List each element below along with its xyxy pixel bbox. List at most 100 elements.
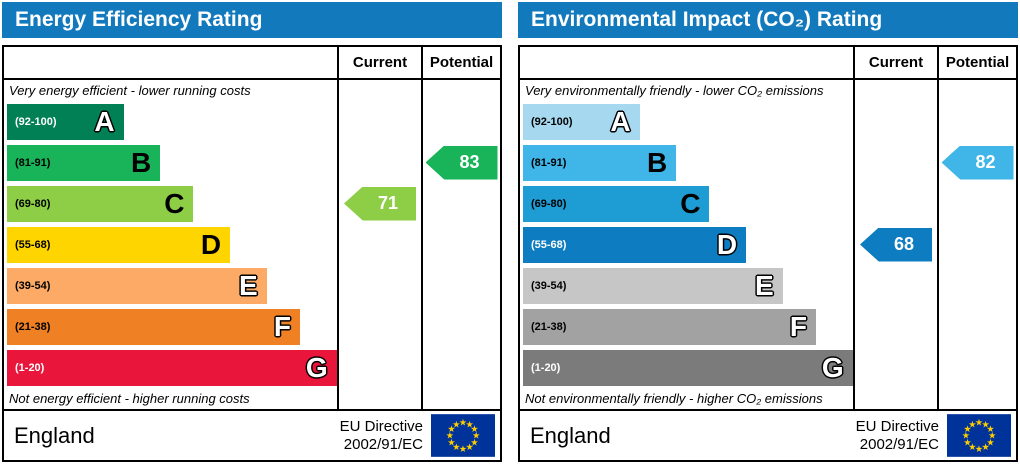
potential-column-cell-g — [937, 347, 1016, 388]
band-letter-e: E — [755, 269, 774, 301]
band-bar-f: (21-38) F — [523, 308, 817, 345]
band-letter-a: A — [610, 105, 631, 137]
current-column-cell-d — [337, 224, 421, 265]
potential-column-cell-b: 82 — [937, 142, 1016, 183]
current-rating-arrow: 68 — [860, 227, 932, 262]
band-range-label-d: (55-68) — [531, 238, 567, 251]
rating-table: Current Potential Very energy efficient … — [2, 45, 502, 462]
eu-flag-star: ★ — [963, 438, 971, 448]
current-rating-value: 71 — [377, 193, 399, 213]
current-column-cell-f — [853, 306, 937, 347]
current-column-cell-e — [853, 265, 937, 306]
current-column-cell-c: 71 — [337, 183, 421, 224]
potential-column-cell-e — [937, 265, 1016, 306]
band-row-c: (69-80) C — [520, 183, 1016, 224]
potential-column-cell-a — [937, 101, 1016, 142]
current-column-cell-f — [337, 306, 421, 347]
current-column-cell-b — [853, 142, 937, 183]
band-letter-f: F — [789, 310, 808, 342]
band-bar-f: (21-38) F — [7, 308, 301, 345]
band-bar-b: (81-91) B — [523, 144, 677, 181]
current-column-cell — [853, 80, 937, 101]
top-caption-row: Very energy efficient - lower running co… — [4, 80, 500, 101]
band-range-label-b: (81-91) — [15, 156, 51, 169]
directive-line-2: 2002/91/EC — [859, 435, 939, 453]
band-row-d: (55-68) D — [4, 224, 500, 265]
bottom-caption: Not environmentally friendly - higher CO… — [525, 391, 823, 406]
eu-flag-star: ★ — [452, 420, 460, 430]
eu-flag-star: ★ — [470, 425, 478, 435]
potential-rating-value: 82 — [975, 152, 996, 172]
eu-flag-star: ★ — [986, 425, 994, 435]
band-bar-zone-b: (81-91) B — [520, 142, 853, 183]
band-row-a: (92-100) A — [4, 101, 500, 142]
column-header-potential: Potential — [945, 54, 1010, 71]
current-column-cell-c — [853, 183, 937, 224]
band-bar-zone-b: (81-91) B — [4, 142, 337, 183]
panel-title-bar: Environmental Impact (CO₂) Rating — [518, 2, 1018, 38]
directive-line-2: 2002/91/EC — [343, 435, 423, 453]
band-bar-zone-e: (39-54) E — [4, 265, 337, 306]
eu-flag-star: ★ — [447, 438, 455, 448]
eu-flag-star: ★ — [975, 445, 983, 455]
potential-rating-arrow: 83 — [425, 145, 498, 180]
eu-flag-star: ★ — [963, 425, 971, 435]
band-range-label-a: (92-100) — [15, 115, 57, 128]
band-letter-c: C — [680, 187, 701, 219]
eu-flag-star: ★ — [452, 443, 460, 453]
column-header-current: Current — [352, 54, 408, 71]
band-bar-c: (69-80) C — [7, 185, 194, 222]
potential-column-cell — [937, 388, 1016, 409]
band-bar-d: (55-68) D — [523, 226, 747, 263]
band-bar-zone-e: (39-54) E — [520, 265, 853, 306]
current-column-header-cell: Current — [853, 47, 937, 78]
band-row-f: (21-38) F — [520, 306, 1016, 347]
potential-column-cell — [421, 80, 500, 101]
band-bar-c: (69-80) C — [523, 185, 710, 222]
eu-flag-star: ★ — [447, 425, 455, 435]
column-header-current: Current — [868, 54, 924, 71]
current-column-cell-e — [337, 265, 421, 306]
current-column-cell — [337, 388, 421, 409]
band-bar-zone-g: (1-20) G — [520, 347, 853, 388]
band-range-label-e: (39-54) — [15, 279, 51, 292]
band-bar-g: (1-20) G — [523, 349, 853, 386]
band-bar-a: (92-100) A — [523, 103, 640, 140]
band-bar-zone-a: (92-100) A — [520, 101, 853, 142]
panel-title: Environmental Impact (CO₂) Rating — [531, 8, 883, 31]
band-bar-e: (39-54) E — [523, 267, 783, 304]
eu-flag-star: ★ — [466, 443, 474, 453]
potential-column-header-cell: Potential — [421, 47, 500, 78]
band-letter-b: B — [646, 146, 668, 178]
eu-flag-star: ★ — [446, 432, 454, 442]
column-header-row: Current Potential — [520, 47, 1016, 80]
band-range-label-g: (1-20) — [15, 361, 45, 374]
band-letter-d: D — [716, 228, 738, 260]
band-letter-b: B — [130, 146, 152, 178]
band-row-e: (39-54) E — [520, 265, 1016, 306]
band-bar-zone-d: (55-68) D — [520, 224, 853, 265]
band-letter-c: C — [164, 187, 185, 219]
directive-line-1: EU Directive — [855, 418, 939, 436]
band-range-label-e: (39-54) — [531, 279, 567, 292]
eu-flag-star: ★ — [470, 438, 478, 448]
eu-flag-star: ★ — [982, 420, 990, 430]
current-column-cell — [853, 388, 937, 409]
environmental-impact-rating-panel: Environmental Impact (CO₂) Rating Curren… — [518, 2, 1018, 462]
eu-flag-star: ★ — [968, 443, 976, 453]
band-row-g: (1-20) G — [4, 347, 500, 388]
potential-column-cell — [937, 80, 1016, 101]
band-range-label-b: (81-91) — [531, 156, 567, 169]
band-row-f: (21-38) F — [4, 306, 500, 347]
energy-efficiency-rating-panel: Energy Efficiency Rating Current Potenti… — [2, 2, 502, 462]
band-bar-zone-g: (1-20) G — [4, 347, 337, 388]
eu-flag-star: ★ — [982, 443, 990, 453]
band-bar-zone-c: (69-80) C — [520, 183, 853, 224]
current-column-cell-a — [337, 101, 421, 142]
bottom-caption-row: Not energy efficient - higher running co… — [4, 388, 500, 409]
footer-row: England EU Directive 2002/91/EC ★ ★ ★ ★ ★ ★ ★ ★… — [4, 409, 500, 460]
potential-column-cell-d — [421, 224, 500, 265]
rating-bands: (92-100) A (81-91) B 82 (69-80) C (55-68) D 68 (39… — [520, 101, 1016, 388]
footer-region: England — [14, 422, 95, 448]
potential-column-header-cell: Potential — [937, 47, 1016, 78]
